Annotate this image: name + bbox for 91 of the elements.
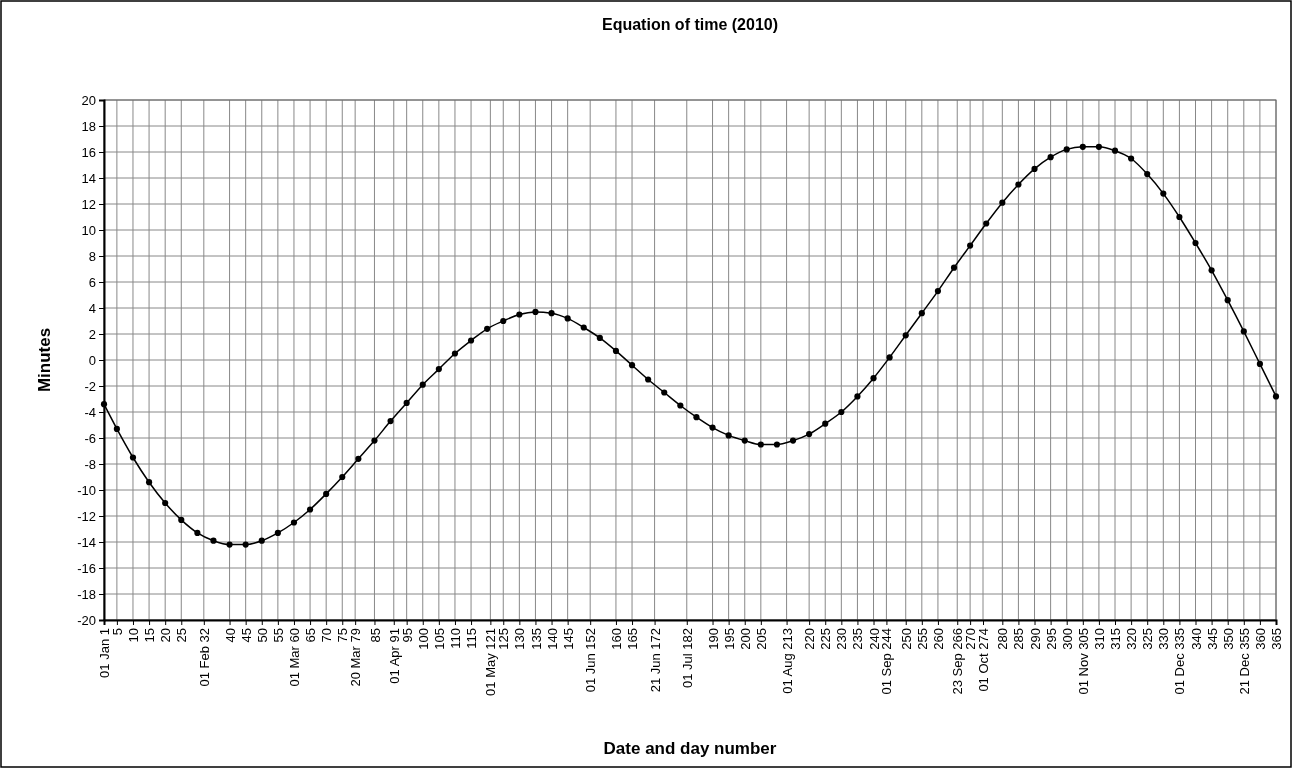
x-tick-label: 75 — [335, 628, 351, 643]
y-tick-label: 12 — [81, 196, 96, 212]
x-tick-label: 285 — [1011, 628, 1027, 650]
x-tick-label: 280 — [995, 628, 1011, 650]
y-tick-label: -10 — [77, 482, 96, 498]
y-tick-label: 14 — [81, 170, 96, 186]
x-tick-label: 330 — [1156, 628, 1172, 650]
x-tick-label: 145 — [560, 628, 576, 650]
x-tick-label: 345 — [1204, 628, 1220, 650]
x-tick-label: 01 Feb 32 — [196, 628, 212, 687]
y-tick-label: 0 — [88, 352, 96, 368]
x-tick-label: 260 — [930, 628, 946, 650]
x-tick-label: 65 — [303, 628, 319, 643]
x-tick-label: 15 — [142, 628, 158, 643]
x-tick-label: 10 — [126, 628, 142, 643]
y-tick-label: -14 — [77, 534, 96, 550]
x-tick-label: 240 — [866, 628, 882, 650]
y-tick-label: -6 — [84, 430, 96, 446]
x-tick-label: 55 — [270, 628, 286, 643]
x-tick-label: 105 — [431, 628, 447, 650]
y-tick-label: 4 — [88, 300, 96, 316]
x-tick-label: 195 — [721, 628, 737, 650]
x-tick-label: 340 — [1188, 628, 1204, 650]
x-tick-label: 205 — [753, 628, 769, 650]
x-tick-label: 01 Oct 274 — [976, 628, 992, 692]
x-tick-label: 255 — [914, 628, 930, 650]
y-tick-label: -18 — [77, 586, 96, 602]
x-tick-label: 45 — [238, 628, 254, 643]
x-tick-label: 01 Jul 182 — [679, 628, 695, 688]
y-tick-label: -20 — [77, 612, 96, 628]
x-tick-label: 290 — [1027, 628, 1043, 650]
x-tick-label: 21 Jun 172 — [647, 628, 663, 693]
x-tick-label: 225 — [818, 628, 834, 650]
x-tick-label: 01 Apr 91 — [386, 628, 402, 684]
x-tick-label: 01 Aug 213 — [779, 628, 795, 694]
x-tick-label: 135 — [528, 628, 544, 650]
x-tick-label: 250 — [898, 628, 914, 650]
x-axis-title: Date and day number — [603, 739, 777, 758]
x-tick-label: 200 — [737, 628, 753, 650]
y-tick-label: -4 — [84, 404, 96, 420]
y-tick-label: -2 — [84, 378, 96, 394]
y-tick-label: -8 — [84, 456, 96, 472]
y-tick-label: 2 — [88, 326, 96, 342]
x-tick-label: 220 — [802, 628, 818, 650]
x-tick-label: 23 Sep 266 — [950, 628, 966, 695]
y-axis-title: Minutes — [35, 327, 54, 393]
x-tick-label: 01 Dec 335 — [1172, 628, 1188, 695]
x-tick-label: 165 — [625, 628, 641, 650]
x-tick-label: 160 — [609, 628, 624, 650]
x-tick-label: 190 — [705, 628, 721, 650]
x-tick-label: 20 Mar 79 — [348, 628, 364, 687]
x-tick-label: 25 — [174, 628, 190, 643]
x-tick-label: 01 May 121 — [483, 628, 499, 696]
x-tick-label: 21 Dec 355 — [1236, 628, 1252, 695]
x-tick-label: 315 — [1108, 628, 1124, 650]
x-tick-label: 320 — [1124, 628, 1140, 650]
y-tick-label: 18 — [81, 118, 96, 134]
x-tick-label: 01 Mar 60 — [287, 628, 303, 687]
x-tick-label: 100 — [415, 628, 431, 650]
y-tick-label: 20 — [81, 92, 96, 108]
x-tick-label: 85 — [367, 628, 383, 643]
y-tick-label: -16 — [77, 560, 96, 576]
x-tick-label: 300 — [1059, 628, 1075, 650]
x-tick-label: 230 — [834, 628, 850, 650]
x-tick-label: 40 — [222, 628, 238, 643]
x-tick-label: 01 Sep 244 — [879, 628, 895, 695]
y-tick-label: 6 — [88, 274, 96, 290]
x-tick-label: 01 Nov 305 — [1075, 628, 1091, 695]
chart-title: Equation of time (2010) — [601, 16, 779, 33]
x-tick-label: 360 — [1252, 628, 1268, 650]
x-tick-label: 95 — [399, 628, 415, 643]
y-tick-label: 8 — [88, 248, 96, 264]
x-tick-label: 01 Jun 152 — [583, 628, 599, 693]
x-tick-label: 70 — [319, 628, 335, 643]
y-tick-label: 16 — [81, 144, 96, 160]
x-tick-label: 115 — [464, 628, 480, 649]
x-tick-label: 125 — [496, 628, 512, 650]
x-tick-label: 310 — [1091, 628, 1107, 650]
x-tick-label: 110 — [448, 628, 464, 649]
x-tick-label: 295 — [1043, 628, 1059, 650]
x-tick-label: 130 — [512, 628, 528, 650]
y-tick-label: 10 — [81, 222, 96, 238]
x-tick-label: 350 — [1220, 628, 1236, 650]
y-tick-label: -12 — [77, 508, 96, 524]
x-tick-label: 325 — [1140, 628, 1156, 650]
x-tick-label: 270 — [963, 628, 979, 650]
x-tick-label: 365 — [1269, 628, 1285, 650]
x-tick-label: 140 — [544, 628, 560, 650]
x-tick-label: 20 — [158, 628, 174, 643]
x-tick-label: 50 — [254, 628, 270, 643]
x-tick-label: 235 — [850, 628, 866, 650]
